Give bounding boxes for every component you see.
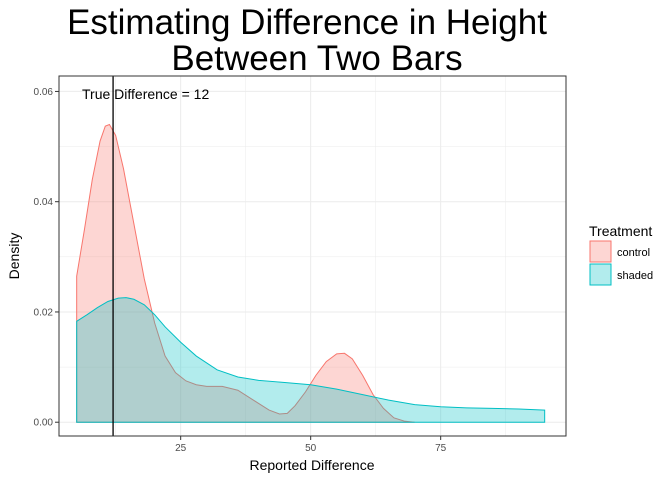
y-tick-label: 0.04 — [34, 197, 54, 208]
legend: Treatment control shaded — [589, 223, 653, 286]
x-tick-label: 25 — [175, 443, 187, 454]
legend-keys: control shaded — [589, 240, 653, 286]
chart-title-line-2: Between Two Bars — [171, 39, 462, 78]
density-area-shaded — [76, 297, 546, 423]
y-tick-label: 0.02 — [34, 307, 54, 318]
x-tick-label: 50 — [305, 443, 317, 454]
legend-label-control: control — [617, 247, 650, 259]
legend-title: Treatment — [589, 223, 652, 239]
legend-key-control — [589, 240, 612, 263]
chart-title-line-1: Estimating Difference in Height — [67, 3, 547, 42]
true-difference-label: True Difference = 12 — [82, 86, 209, 102]
axis-ticks: 25 50 75 0.00 0.02 0.04 0.06 — [34, 87, 447, 454]
y-axis-label: Density — [6, 233, 22, 280]
panel-border — [58, 75, 567, 437]
density-area-control — [76, 123, 415, 423]
x-axis-label: Reported Difference — [249, 457, 374, 473]
plot-panel — [59, 76, 566, 436]
x-tick-label: 75 — [435, 443, 447, 454]
legend-key-shaded — [589, 263, 612, 286]
y-tick-label: 0.00 — [34, 418, 54, 429]
y-tick-label: 0.06 — [34, 87, 54, 98]
density-areas — [76, 123, 546, 423]
legend-label-shaded: shaded — [617, 270, 653, 282]
